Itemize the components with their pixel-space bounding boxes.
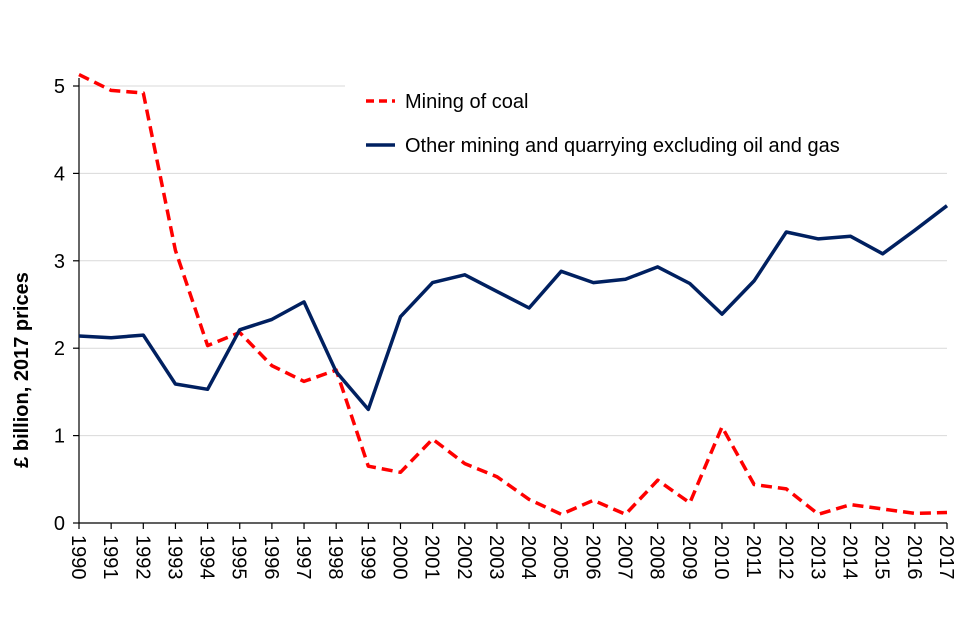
x-tick-label: 2013: [806, 535, 828, 580]
x-tick-label: 2011: [742, 535, 764, 578]
x-tick-label: 2009: [678, 535, 700, 580]
y-tick-label: 0: [54, 513, 65, 535]
x-tick-label: 1993: [163, 535, 185, 580]
x-tick-label: 1994: [196, 535, 218, 580]
series-lines: [78, 73, 949, 517]
x-tick-label: 2017: [935, 535, 957, 580]
series-line-mining-of-coal: [78, 73, 948, 517]
legend-item-mining-of-coal: Mining of coal: [366, 91, 528, 113]
x-tick-label: 2002: [453, 535, 475, 580]
y-axis-label: £ billion, 2017 prices: [11, 272, 33, 468]
x-tick-label: 1990: [67, 535, 89, 580]
x-tick-label: 1997: [292, 535, 314, 580]
x-tick-label: 2001: [421, 535, 443, 580]
y-tick-label: 3: [54, 251, 65, 273]
x-tick-label: 1996: [260, 535, 282, 580]
x-tick-label: 2007: [614, 535, 636, 580]
y-tick-label: 4: [54, 163, 65, 185]
y-ticks: 0 1 2 3 4 5: [54, 76, 79, 535]
x-tick-label: 2008: [646, 535, 668, 580]
x-tick-label: 2004: [517, 535, 539, 580]
x-tick-label: 2005: [549, 535, 571, 580]
x-tick-label: 1998: [324, 535, 346, 580]
x-tick-label: 2015: [871, 535, 893, 580]
x-ticks: 1990 1991 1992 1993 1994 1995 1996 1997 1998 1999…: [67, 523, 957, 580]
series-line-other-mining: [78, 204, 949, 412]
legend: Mining of coal Other mining and quarryin…: [366, 91, 840, 157]
y-tick-label: 2: [54, 338, 65, 360]
x-tick-label: 1992: [131, 535, 153, 580]
legend-label-mining-of-coal: Mining of coal: [405, 91, 528, 113]
gridlines: [79, 85, 947, 437]
x-tick-label: 2006: [581, 535, 603, 580]
legend-item-other-mining: Other mining and quarrying excluding oil…: [366, 135, 840, 157]
x-tick-label: 2016: [903, 535, 925, 580]
x-tick-label: 1991: [99, 535, 121, 580]
x-tick-label: 1995: [228, 535, 250, 580]
x-tick-label: 1999: [356, 535, 378, 580]
x-tick-label: 2014: [839, 535, 861, 580]
x-tick-label: 2012: [774, 535, 796, 580]
legend-label-other-mining: Other mining and quarrying excluding oil…: [405, 135, 840, 157]
x-tick-label: 2003: [485, 535, 507, 580]
y-tick-label: 1: [54, 426, 65, 448]
x-tick-label: 2000: [388, 535, 410, 580]
axes: [78, 78, 947, 524]
y-tick-label: 5: [54, 76, 65, 98]
x-tick-label: 2010: [710, 535, 732, 580]
